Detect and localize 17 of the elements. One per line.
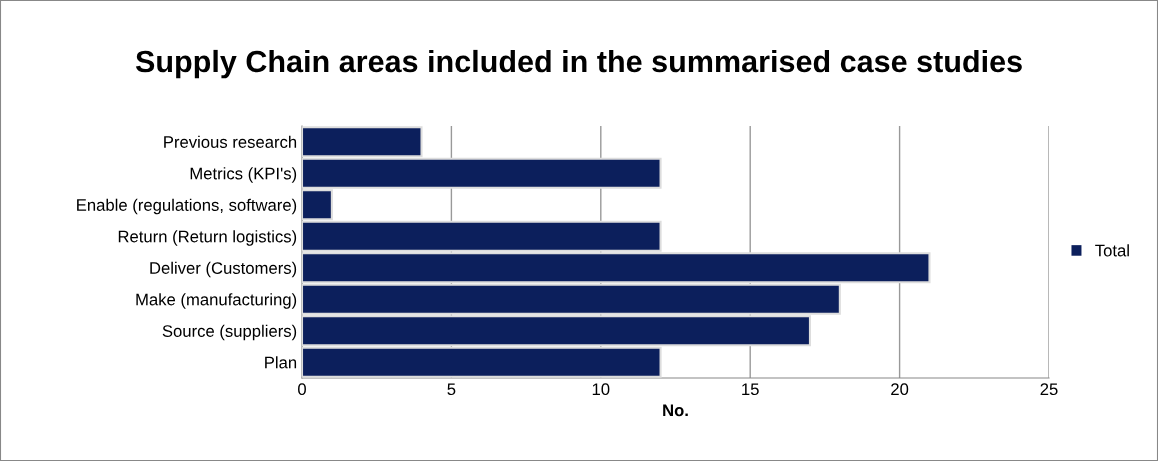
x-tick-label: 10 bbox=[592, 383, 610, 396]
x-tick-label: 20 bbox=[891, 383, 909, 396]
x-tick-label: 25 bbox=[1040, 383, 1058, 396]
legend-label: Total bbox=[1095, 244, 1129, 257]
y-tick-label: Return (Return logistics) bbox=[118, 230, 297, 246]
y-tick-label: Enable (regulations, software) bbox=[77, 198, 297, 215]
y-tick-label: Plan bbox=[265, 356, 297, 369]
x-tick-label: 0 bbox=[298, 383, 306, 396]
x-tick-label: 5 bbox=[447, 383, 456, 396]
y-tick-label: Source (suppliers) bbox=[162, 324, 297, 341]
y-tick-label: Deliver (Customers) bbox=[150, 261, 297, 278]
y-tick-label: Previous research bbox=[164, 135, 297, 148]
y-tick-label: Metrics (KPI's) bbox=[190, 167, 297, 183]
y-tick-label: Make (manufacturing) bbox=[136, 293, 297, 309]
chart-title: Supply Chain areas included in the summarised case studies bbox=[135, 49, 1022, 79]
x-tick-label: 15 bbox=[742, 383, 759, 396]
x-axis-title: No. bbox=[663, 404, 688, 417]
